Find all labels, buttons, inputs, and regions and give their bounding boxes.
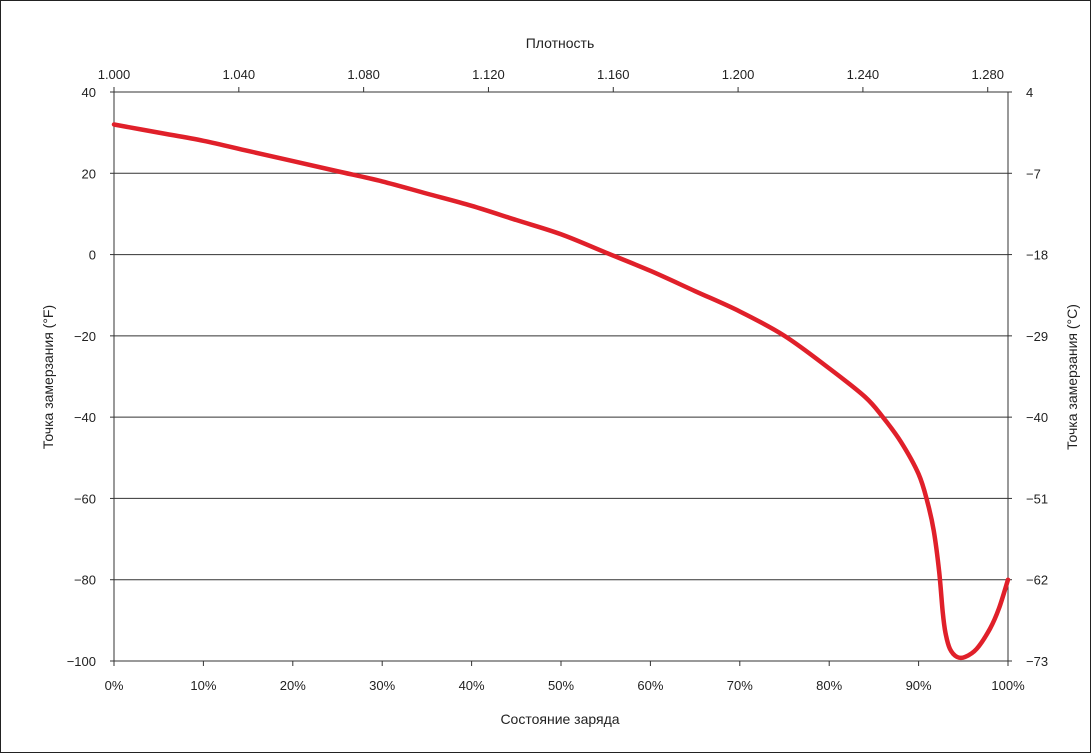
x-tick-label: 50% — [548, 678, 574, 693]
tick-labels: 0% 10% 20% 30% 40% 50% 60% 70% 80% 90% 100% 1.000 1.… — [67, 67, 1048, 693]
y-right-tick-label: −40 — [1026, 410, 1048, 425]
x-tick-label: 60% — [637, 678, 663, 693]
top-tick-label: 1.040 — [223, 67, 256, 82]
y-right-tick-label: −7 — [1026, 166, 1041, 181]
x-tick-label: 30% — [369, 678, 395, 693]
x-tick-label: 10% — [190, 678, 216, 693]
y-axis-title: Точка замерзания (°F) — [40, 305, 56, 449]
top-tick-label: 1.000 — [98, 67, 131, 82]
y-right-tick-label: −18 — [1026, 248, 1048, 263]
top-tick-label: 1.200 — [722, 67, 755, 82]
y-tick-label: −100 — [67, 654, 96, 669]
x-tick-label: 80% — [816, 678, 842, 693]
x-tick-label: 90% — [906, 678, 932, 693]
x-tick-label: 0% — [105, 678, 124, 693]
y-tick-label: −20 — [74, 329, 96, 344]
x-tick-label: 100% — [991, 678, 1025, 693]
y-tick-label: 20 — [82, 166, 96, 181]
y-tick-label: −60 — [74, 491, 96, 506]
top-tick-label: 1.280 — [971, 67, 1004, 82]
series — [111, 122, 1011, 661]
y-right-tick-label: 4 — [1026, 85, 1033, 100]
y-right-axis-title: Точка замерзания (°C) — [1064, 304, 1080, 450]
top-axis-title: Плотность — [526, 35, 595, 51]
series-line — [111, 122, 1011, 661]
y-right-tick-label: −29 — [1026, 329, 1048, 344]
y-tick-label: 0 — [89, 248, 96, 263]
top-tick-label: 1.160 — [597, 67, 630, 82]
top-tick-label: 1.120 — [472, 67, 505, 82]
x-tick-label: 70% — [727, 678, 753, 693]
y-right-tick-label: −62 — [1026, 573, 1048, 588]
y-tick-label: −40 — [74, 410, 96, 425]
y-tick-label: −80 — [74, 573, 96, 588]
top-tick-label: 1.240 — [847, 67, 880, 82]
y-right-tick-label: −73 — [1026, 654, 1048, 669]
x-axis-title: Состояние заряда — [500, 711, 619, 727]
y-right-tick-label: −51 — [1026, 491, 1048, 506]
top-tick-label: 1.080 — [347, 67, 380, 82]
x-tick-label: 20% — [280, 678, 306, 693]
axes — [110, 87, 1012, 666]
y-tick-label: 40 — [82, 85, 96, 100]
x-tick-label: 40% — [459, 678, 485, 693]
grid-lines — [114, 91, 1008, 581]
